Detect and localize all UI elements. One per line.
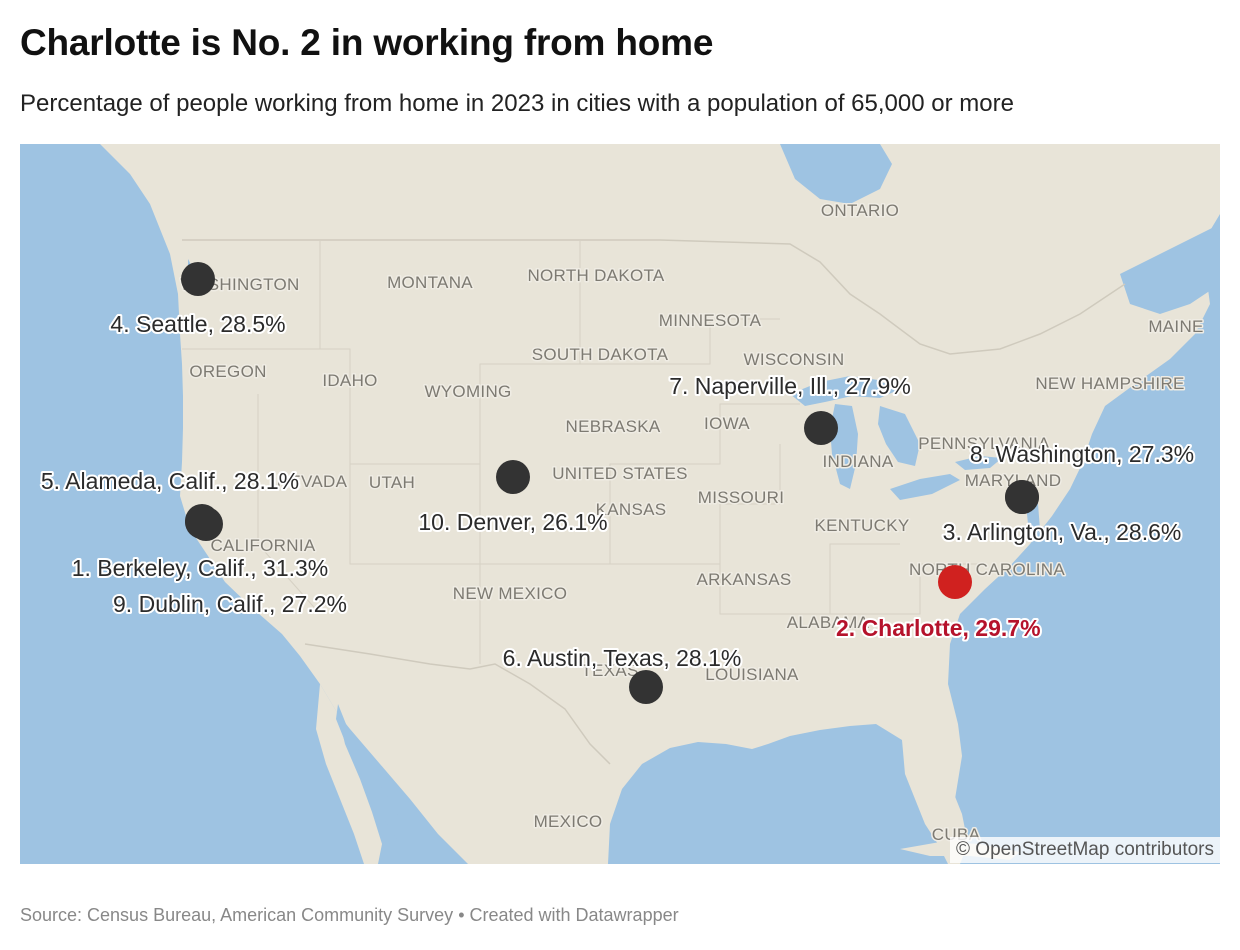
city-marker-6[interactable] [629, 670, 663, 704]
region-label-mexico: MEXICO [534, 812, 603, 831]
region-label-wisconsin: WISCONSIN [744, 350, 845, 369]
city-marker-8[interactable] [1005, 480, 1039, 514]
city-marker-9[interactable] [189, 507, 223, 541]
hudson-bay [780, 144, 892, 204]
region-label-united-states: UNITED STATES [552, 464, 688, 483]
region-label-kansas: KANSAS [596, 500, 667, 519]
land-florida [902, 740, 968, 864]
city-markers: 1. Berkeley, Calif., 31.3% 2. Charlotte, … [39, 262, 1196, 704]
city-label-9: 9. Dublin, Calif., 27.2% [113, 591, 347, 617]
region-label-oregon: OREGON [189, 362, 266, 381]
region-label-missouri: MISSOURI [698, 488, 784, 507]
region-label-texas: TEXAS [581, 661, 638, 680]
region-label-wyoming: WYOMING [424, 382, 511, 401]
map-attribution[interactable]: © OpenStreetMap contributors [950, 837, 1220, 863]
region-label-montana: MONTANA [387, 273, 473, 292]
land-baja [316, 684, 382, 864]
city-marker-10[interactable] [496, 460, 530, 494]
city-marker-2[interactable] [938, 565, 972, 599]
region-label-louisiana: LOUISIANA [705, 665, 799, 684]
chart-subtitle: Percentage of people working from home i… [20, 90, 1014, 117]
gulf-of-california [336, 704, 408, 844]
region-label-california: CALIFORNIA [210, 536, 315, 555]
city-label-7: 7. Naperville, Ill., 27.9% [669, 373, 911, 399]
lake-superior [790, 376, 898, 406]
region-label-maryland: MARYLAND [965, 471, 1062, 490]
state-borders [182, 240, 980, 664]
city-label-10: 10. Denver, 26.1% [418, 509, 607, 535]
lake-ontario [955, 456, 1002, 470]
city-label-8: 8. Washington, 27.3% [970, 441, 1194, 467]
city-label-6: 6. Austin, Texas, 28.1% [503, 645, 742, 671]
city-marker-4[interactable] [181, 262, 215, 296]
city-marker-7[interactable] [804, 411, 838, 445]
lake-huron [878, 406, 920, 466]
city-label-4: 4. Seattle, 28.5% [110, 311, 285, 337]
city-label-1: 1. Berkeley, Calif., 31.3% [72, 555, 329, 581]
region-label-new-hampshire: NEW HAMPSHIRE [1035, 374, 1184, 393]
region-label-maine: MAINE [1148, 317, 1203, 336]
city-label-5: 5. Alameda, Calif., 28.1% [41, 468, 299, 494]
region-label-nevada: NEVADA [277, 472, 348, 491]
region-label-new-mexico: NEW MEXICO [453, 584, 567, 603]
region-label-pennsylvania: PENNSYLVANIA [918, 434, 1050, 453]
map[interactable]: ONTARIO WASHINGTON MONTANA NORTH DAKOTA MINN… [20, 144, 1220, 864]
city-label-2: 2. Charlotte, 29.7% [836, 615, 1041, 641]
region-label-nebraska: NEBRASKA [566, 417, 661, 436]
region-label-indiana: INDIANA [822, 452, 893, 471]
chart-title: Charlotte is No. 2 in working from home [20, 22, 714, 63]
region-label-kentucky: KENTUCKY [815, 516, 910, 535]
city-label-3: 3. Arlington, Va., 28.6% [943, 519, 1182, 545]
region-label-alabama: ALABAMA [787, 613, 870, 632]
region-label-arkansas: ARKANSAS [697, 570, 792, 589]
border-us-mexico [304, 643, 611, 765]
region-label-minnesota: MINNESOTA [659, 311, 762, 330]
region-label-south-dakota: SOUTH DAKOTA [532, 345, 669, 364]
region-label-ontario: ONTARIO [821, 201, 899, 220]
region-label-iowa: IOWA [704, 414, 750, 433]
region-label-utah: UTAH [369, 473, 415, 492]
source-note: Source: Census Bureau, American Communit… [20, 905, 679, 925]
border-canada-us [182, 239, 1126, 355]
region-label-north-dakota: NORTH DAKOTA [527, 266, 664, 285]
region-label-idaho: IDAHO [322, 371, 377, 390]
lake-erie [890, 474, 960, 500]
gulf-st-lawrence [1120, 224, 1220, 314]
